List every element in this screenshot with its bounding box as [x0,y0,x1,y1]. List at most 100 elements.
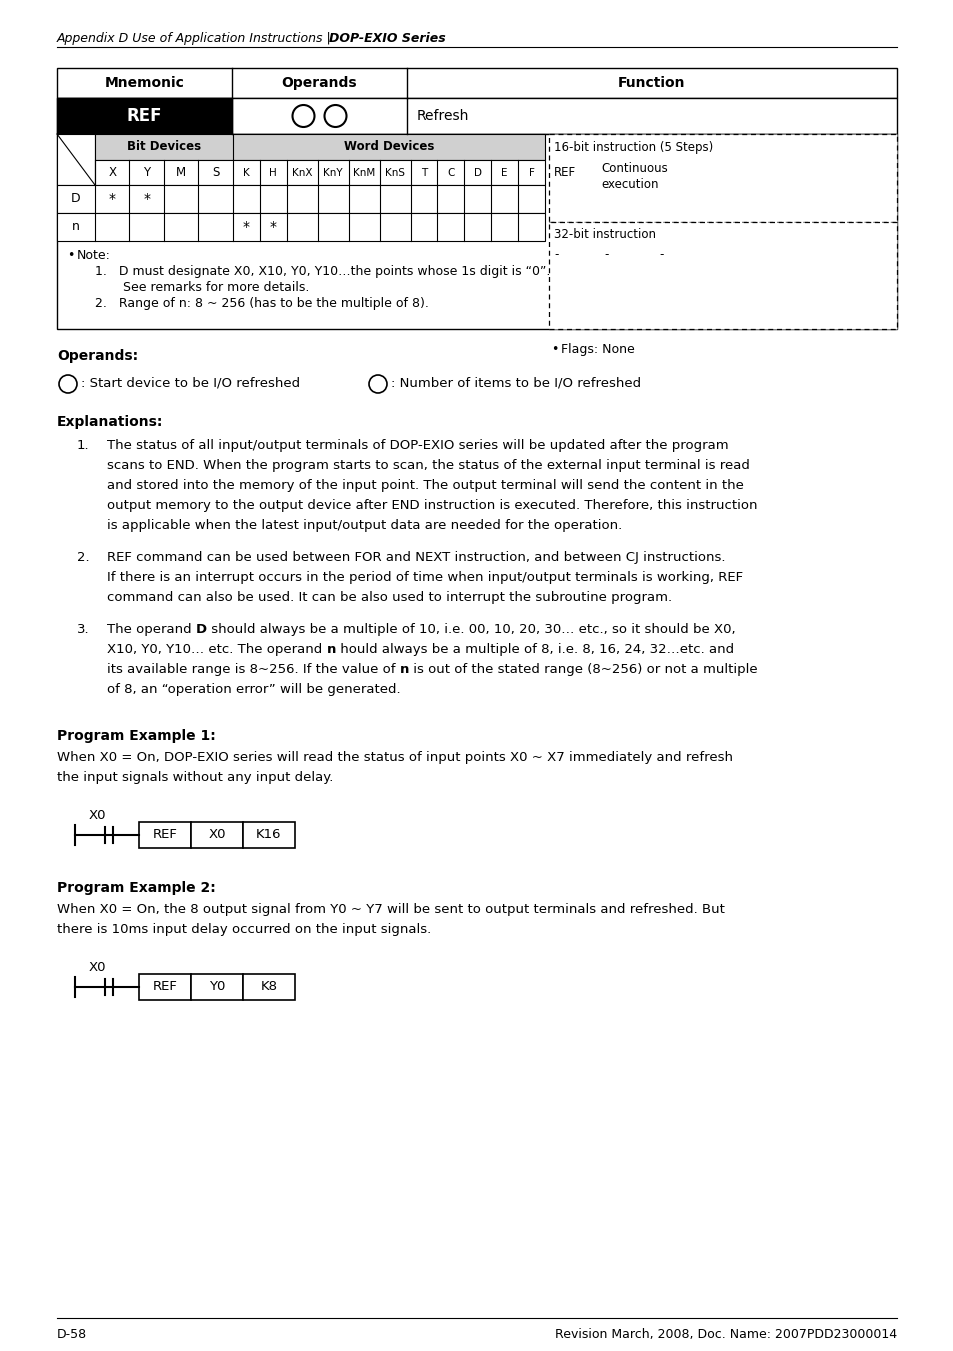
Text: KnY: KnY [323,168,343,177]
Text: Continuous: Continuous [600,162,667,176]
Text: -: - [554,249,558,261]
Text: Flags: None: Flags: None [560,343,634,357]
Text: D: D [195,623,207,636]
Text: REF command can be used between FOR and NEXT instruction, and between CJ instruc: REF command can be used between FOR and … [107,551,724,563]
Text: 2.   Range of n: 8 ~ 256 (has to be the multiple of 8).: 2. Range of n: 8 ~ 256 (has to be the mu… [95,297,429,309]
Bar [57,213,544,240]
Bar [191,821,243,848]
Text: REF: REF [554,166,576,178]
Text: 1.: 1. [77,439,90,453]
Bar [57,134,896,330]
Text: n: n [326,643,335,657]
Text: REF: REF [152,828,177,842]
Text: KnX: KnX [292,168,313,177]
Text: 2.: 2. [77,551,90,563]
Text: 3.: 3. [77,623,90,636]
Bar [243,974,294,1000]
Text: F: F [528,168,534,177]
Text: The status of all input/output terminals of DOP-EXIO series will be updated afte: The status of all input/output terminals… [107,439,728,453]
Text: K16: K16 [256,828,281,842]
Text: scans to END. When the program starts to scan, the status of the external input : scans to END. When the program starts to… [107,459,749,471]
Text: •: • [67,249,74,262]
Text: output memory to the output device after END instruction is executed. Therefore,: output memory to the output device after… [107,499,757,512]
Text: Operands:: Operands: [57,349,138,363]
Text: S: S [212,166,219,178]
Text: See remarks for more details.: See remarks for more details. [123,281,309,295]
Text: : Start device to be I/O refreshed: : Start device to be I/O refreshed [81,376,300,389]
Text: DOP-EXIO Series: DOP-EXIO Series [329,32,445,45]
Text: hould always be a multiple of 8, i.e. 8, 16, 24, 32…etc. and: hould always be a multiple of 8, i.e. 8,… [335,643,733,657]
Text: Program Example 1:: Program Example 1: [57,730,215,743]
Text: If there is an interrupt occurs in the period of time when input/output terminal: If there is an interrupt occurs in the p… [107,571,742,584]
Text: X10, Y0, Y10… etc. The operand: X10, Y0, Y10… etc. The operand [107,643,326,657]
Bar [548,134,896,222]
Bar [95,134,544,159]
Text: D: D [474,168,481,177]
Text: REF: REF [152,981,177,993]
Text: *: * [243,220,250,234]
Text: When X0 = On, the 8 output signal from Y0 ~ Y7 will be sent to output terminals : When X0 = On, the 8 output signal from Y… [57,902,724,916]
Text: K: K [243,168,250,177]
Text: -: - [659,249,662,261]
Text: Function: Function [618,76,685,91]
Text: : Number of items to be I/O refreshed: : Number of items to be I/O refreshed [391,376,640,389]
Text: n: n [72,220,80,234]
Text: E: E [501,168,507,177]
Text: execution: execution [600,178,658,190]
Text: Word Devices: Word Devices [343,141,434,154]
Text: Program Example 2:: Program Example 2: [57,881,215,894]
Bar [57,99,896,134]
Text: KnS: KnS [385,168,405,177]
Bar [139,974,191,1000]
Text: *: * [270,220,276,234]
Text: 32-bit instruction: 32-bit instruction [554,228,656,240]
Text: K8: K8 [260,981,277,993]
Text: Note:: Note: [77,249,111,262]
Bar [57,99,232,134]
Text: its available range is 8~256. If the value of: its available range is 8~256. If the val… [107,663,399,676]
Bar [139,821,191,848]
Bar [57,68,896,99]
Text: Bit Devices: Bit Devices [127,141,201,154]
Text: Refresh: Refresh [416,109,469,123]
Text: -: - [603,249,608,261]
Text: When X0 = On, DOP-EXIO series will read the status of input points X0 ~ X7 immed: When X0 = On, DOP-EXIO series will read … [57,751,732,765]
Text: Explanations:: Explanations: [57,415,163,430]
Text: C: C [447,168,454,177]
Text: command can also be used. It can be also used to interrupt the subroutine progra: command can also be used. It can be also… [107,590,672,604]
Text: The operand: The operand [107,623,195,636]
Text: Operands: Operands [281,76,357,91]
Text: Y: Y [143,166,151,178]
Text: the input signals without any input delay.: the input signals without any input dela… [57,771,333,784]
Text: •: • [551,343,558,357]
Text: KnM: KnM [353,168,375,177]
Bar [191,974,243,1000]
Text: X: X [108,166,116,178]
Text: D-58: D-58 [57,1328,87,1342]
Text: and stored into the memory of the input point. The output terminal will send the: and stored into the memory of the input … [107,480,743,492]
Text: should always be a multiple of 10, i.e. 00, 10, 20, 30… etc., so it should be X0: should always be a multiple of 10, i.e. … [207,623,735,636]
Text: is out of the stated range (8~256) or not a multiple: is out of the stated range (8~256) or no… [409,663,757,676]
Text: *: * [109,192,115,205]
Text: REF: REF [127,107,162,126]
Text: H: H [269,168,277,177]
Bar [243,821,294,848]
Text: there is 10ms input delay occurred on the input signals.: there is 10ms input delay occurred on th… [57,923,431,936]
Text: M: M [176,166,186,178]
Text: Y0: Y0 [209,981,225,993]
Bar [57,134,95,185]
Text: X0: X0 [208,828,226,842]
Text: of 8, an “operation error” will be generated.: of 8, an “operation error” will be gener… [107,684,400,696]
Text: Revision March, 2008, Doc. Name: 2007PDD23000014: Revision March, 2008, Doc. Name: 2007PDD… [555,1328,896,1342]
Text: Mnemonic: Mnemonic [105,76,184,91]
Text: *: * [143,192,150,205]
Text: n: n [399,663,409,676]
Bar [548,222,896,330]
Text: X0: X0 [89,961,107,974]
Bar [95,159,544,185]
Text: Appendix D Use of Application Instructions |: Appendix D Use of Application Instructio… [57,32,335,45]
Text: is applicable when the latest input/output data are needed for the operation.: is applicable when the latest input/outp… [107,519,621,532]
Text: T: T [420,168,427,177]
Text: 1.   D must designate X0, X10, Y0, Y10…the points whose 1s digit is “0”.: 1. D must designate X0, X10, Y0, Y10…the… [95,265,550,278]
Text: 16-bit instruction (5 Steps): 16-bit instruction (5 Steps) [554,141,713,154]
